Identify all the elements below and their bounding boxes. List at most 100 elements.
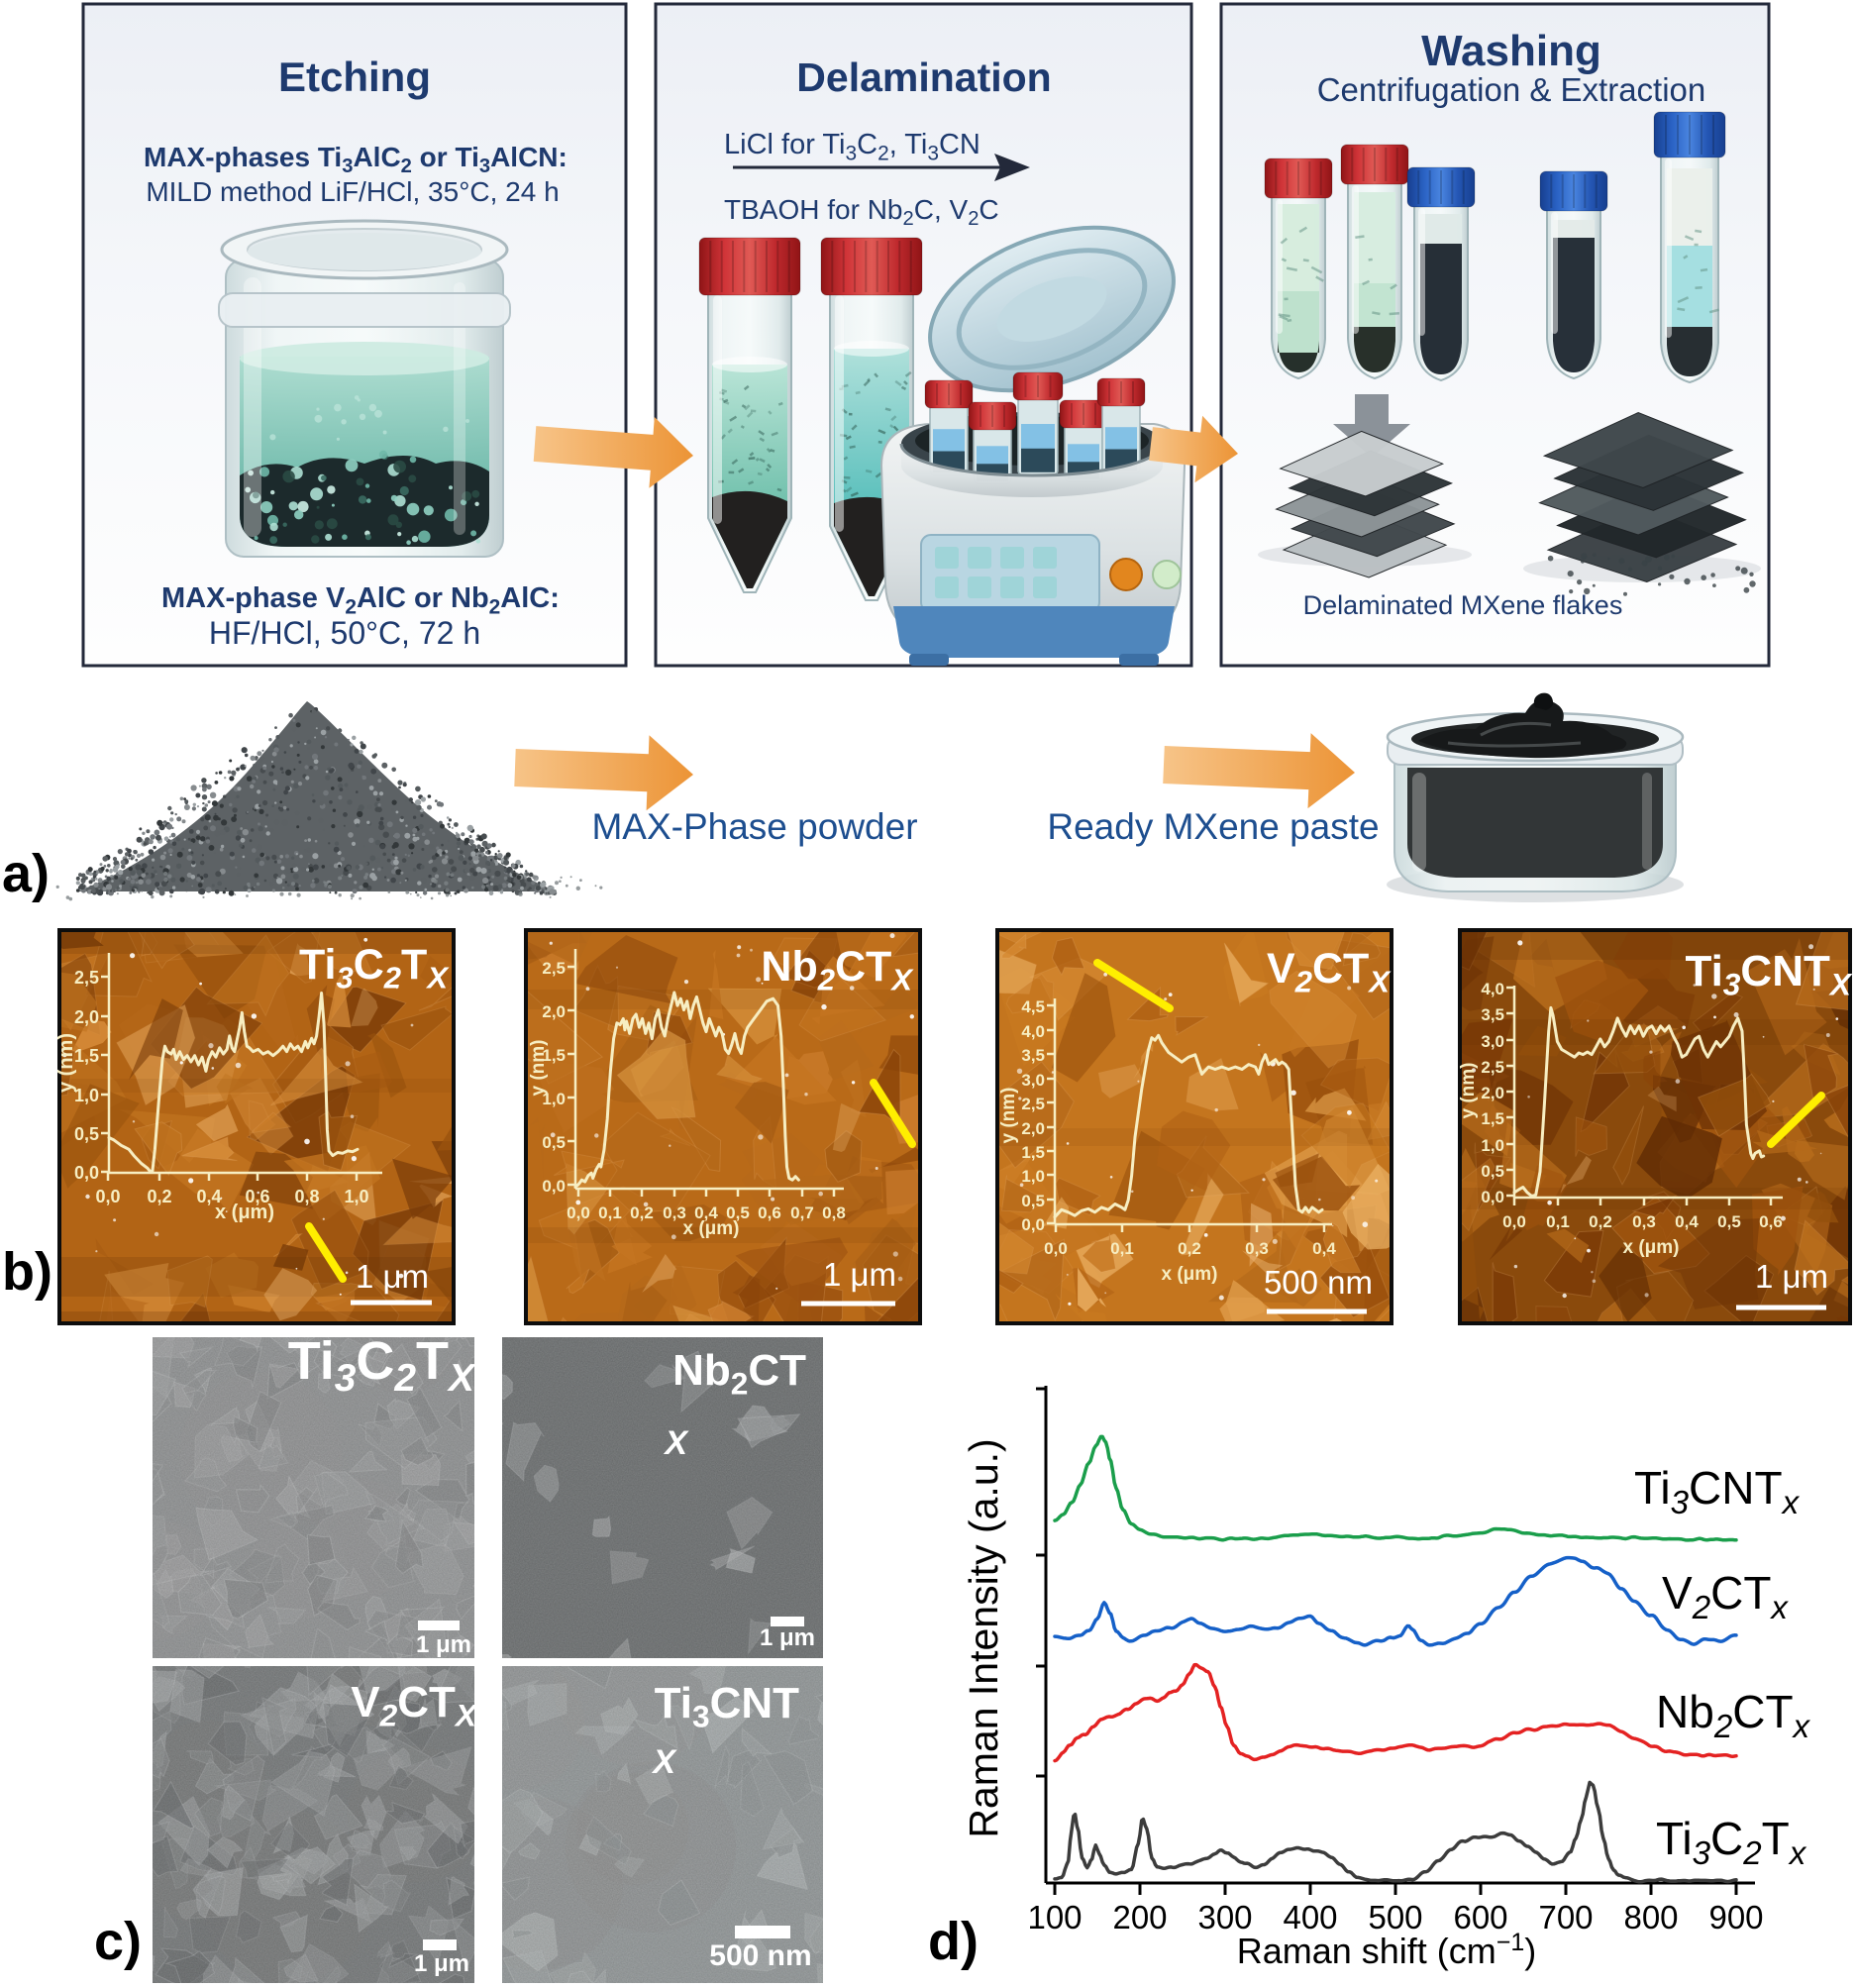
svg-text:2,5: 2,5: [1481, 1058, 1504, 1077]
svg-text:0,5: 0,5: [1481, 1162, 1504, 1181]
svg-text:Ti3CNTx: Ti3CNTx: [1634, 1462, 1801, 1521]
svg-text:0,5: 0,5: [542, 1133, 566, 1152]
svg-text:MAX-phase V2AlC or Nb2AlC:: MAX-phase V2AlC or Nb2AlC:: [161, 582, 560, 618]
svg-text:Centrifugation & Extraction: Centrifugation & Extraction: [1317, 71, 1706, 108]
svg-text:Raman Intensity (a.u.): Raman Intensity (a.u.): [961, 1438, 1006, 1837]
svg-text:d): d): [928, 1912, 979, 1971]
svg-text:100: 100: [1027, 1899, 1082, 1936]
svg-text:0,2: 0,2: [147, 1187, 171, 1206]
svg-text:Ti3C2Tx: Ti3C2Tx: [1656, 1813, 1807, 1872]
svg-text:1,5: 1,5: [1021, 1143, 1045, 1162]
svg-text:4,5: 4,5: [1021, 997, 1045, 1016]
svg-text:x (μm): x (μm): [682, 1218, 739, 1239]
svg-text:0,5: 0,5: [74, 1124, 99, 1144]
svg-text:0,4: 0,4: [1675, 1212, 1699, 1231]
svg-text:2,0: 2,0: [74, 1007, 99, 1027]
svg-text:Ready MXene paste: Ready MXene paste: [1047, 806, 1379, 847]
svg-text:1 μm: 1 μm: [1755, 1258, 1828, 1295]
svg-text:Ti3CNTX: Ti3CNTX: [1685, 947, 1852, 1002]
svg-text:Nb2CTx: Nb2CTx: [1656, 1686, 1811, 1745]
svg-text:0,0: 0,0: [567, 1203, 590, 1222]
svg-text:0,3: 0,3: [1632, 1212, 1656, 1231]
svg-text:1,5: 1,5: [542, 1046, 566, 1065]
svg-text:Washing: Washing: [1421, 27, 1601, 75]
svg-text:x (μm): x (μm): [1622, 1237, 1679, 1258]
svg-text:800: 800: [1623, 1899, 1678, 1936]
svg-text:MAX-phases Ti3AlC2 or Ti3AlCN:: MAX-phases Ti3AlC2 or Ti3AlCN:: [144, 142, 567, 177]
svg-text:0,4: 0,4: [196, 1187, 221, 1206]
svg-text:Delamination: Delamination: [796, 54, 1051, 100]
svg-text:1,0: 1,0: [1481, 1136, 1504, 1155]
svg-text:c): c): [94, 1912, 142, 1971]
svg-text:Nb2CTX: Nb2CTX: [761, 943, 914, 997]
svg-text:Raman shift (cm−1): Raman shift (cm−1): [1237, 1929, 1537, 1971]
svg-text:3,0: 3,0: [1021, 1071, 1045, 1090]
svg-text:Ti3C2TX: Ti3C2TX: [299, 941, 450, 995]
svg-text:600: 600: [1453, 1899, 1507, 1936]
svg-text:2,0: 2,0: [1481, 1084, 1504, 1102]
svg-text:0,4: 0,4: [694, 1203, 718, 1222]
svg-text:1 μm: 1 μm: [356, 1258, 429, 1295]
svg-text:Nb2CT: Nb2CT: [672, 1346, 806, 1402]
svg-text:X: X: [651, 1743, 677, 1781]
svg-text:400: 400: [1283, 1899, 1337, 1936]
svg-text:0,0: 0,0: [1044, 1239, 1068, 1258]
svg-text:0,0: 0,0: [1021, 1215, 1045, 1234]
svg-text:2,5: 2,5: [1021, 1095, 1045, 1113]
svg-text:2,0: 2,0: [1021, 1119, 1045, 1138]
svg-text:500 nm: 500 nm: [709, 1939, 811, 1972]
svg-text:Ti3C2TX: Ti3C2TX: [288, 1331, 476, 1400]
svg-text:0,3: 0,3: [1245, 1239, 1269, 1258]
svg-text:0,1: 0,1: [1110, 1239, 1134, 1258]
svg-text:V2CTX: V2CTX: [351, 1678, 478, 1733]
svg-text:HF/HCl, 50°C, 72 h: HF/HCl, 50°C, 72 h: [209, 615, 480, 651]
svg-text:0,0: 0,0: [1481, 1188, 1504, 1206]
svg-text:0,1: 0,1: [598, 1203, 622, 1222]
svg-text:0,8: 0,8: [822, 1203, 846, 1222]
svg-text:4,0: 4,0: [1021, 1022, 1045, 1041]
svg-text:900: 900: [1708, 1899, 1763, 1936]
svg-text:0,5: 0,5: [1717, 1212, 1741, 1231]
svg-text:1 μm: 1 μm: [823, 1256, 896, 1293]
svg-text:1,5: 1,5: [1481, 1109, 1504, 1128]
svg-text:MILD method LiF/HCl, 35°C, 24: MILD method LiF/HCl, 35°C, 24 h: [146, 176, 559, 207]
svg-text:b): b): [2, 1242, 52, 1302]
svg-text:0,0: 0,0: [95, 1187, 120, 1206]
svg-text:2,5: 2,5: [542, 959, 566, 978]
svg-text:Delaminated MXene flakes: Delaminated MXene flakes: [1303, 590, 1623, 620]
svg-text:Etching: Etching: [278, 53, 431, 100]
svg-text:200: 200: [1112, 1899, 1167, 1936]
svg-text:X: X: [663, 1424, 689, 1462]
svg-text:0,0: 0,0: [74, 1163, 99, 1183]
svg-text:a): a): [2, 844, 50, 903]
svg-text:4,0: 4,0: [1481, 980, 1504, 998]
svg-text:y (nm): y (nm): [55, 1033, 77, 1093]
svg-text:y (nm): y (nm): [998, 1088, 1019, 1144]
svg-text:700: 700: [1538, 1899, 1593, 1936]
svg-text:Ti3CNT: Ti3CNT: [655, 1679, 799, 1734]
svg-text:0,0: 0,0: [542, 1177, 566, 1196]
svg-text:0,3: 0,3: [663, 1203, 686, 1222]
svg-text:3,5: 3,5: [1021, 1046, 1045, 1065]
svg-text:300: 300: [1197, 1899, 1252, 1936]
svg-text:0,4: 0,4: [1312, 1239, 1336, 1258]
svg-text:0,2: 0,2: [630, 1203, 654, 1222]
svg-text:0,2: 0,2: [1589, 1212, 1612, 1231]
svg-text:2,0: 2,0: [542, 1002, 566, 1021]
svg-text:0,2: 0,2: [1178, 1239, 1201, 1258]
svg-text:1 μm: 1 μm: [414, 1950, 469, 1977]
svg-text:y (nm): y (nm): [528, 1040, 549, 1097]
svg-text:1 μm: 1 μm: [416, 1631, 471, 1658]
svg-text:1 μm: 1 μm: [760, 1624, 815, 1651]
svg-text:1,0: 1,0: [74, 1086, 99, 1105]
svg-text:0,5: 0,5: [726, 1203, 750, 1222]
svg-text:0,6: 0,6: [245, 1187, 269, 1206]
svg-text:3,5: 3,5: [1481, 1005, 1504, 1024]
svg-text:y (nm): y (nm): [1458, 1063, 1479, 1119]
svg-text:2,5: 2,5: [74, 968, 99, 988]
svg-text:x (μm): x (μm): [1161, 1264, 1217, 1285]
svg-text:3,0: 3,0: [1481, 1032, 1504, 1051]
svg-text:0,7: 0,7: [790, 1203, 814, 1222]
svg-text:500: 500: [1368, 1899, 1422, 1936]
svg-text:1,0: 1,0: [542, 1090, 566, 1108]
